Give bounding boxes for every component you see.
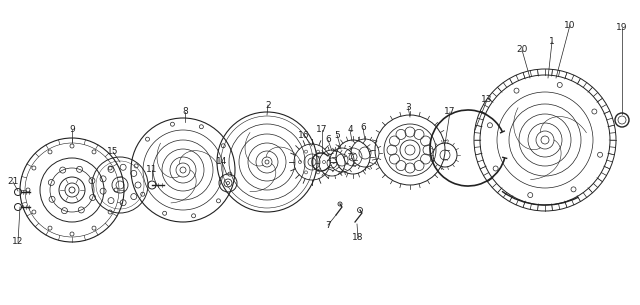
Text: 16: 16 [298, 131, 310, 139]
Text: 18: 18 [352, 234, 364, 242]
Text: 6: 6 [325, 135, 331, 145]
Text: 9: 9 [69, 125, 75, 135]
Text: 6: 6 [360, 124, 366, 132]
Text: 3: 3 [405, 102, 411, 112]
Text: 15: 15 [108, 148, 119, 156]
Text: 19: 19 [616, 23, 628, 33]
Text: 21: 21 [7, 178, 19, 186]
Text: 13: 13 [481, 95, 493, 105]
Text: 7: 7 [325, 221, 331, 229]
Text: 17: 17 [316, 125, 328, 135]
Text: 8: 8 [182, 107, 188, 117]
Text: 1: 1 [549, 38, 555, 46]
Text: 4: 4 [347, 125, 353, 135]
Text: 10: 10 [564, 20, 576, 30]
Text: 5: 5 [334, 131, 340, 139]
Text: 14: 14 [216, 157, 228, 167]
Text: 20: 20 [516, 45, 528, 55]
Text: 2: 2 [265, 101, 271, 109]
Text: 17: 17 [444, 107, 456, 117]
Text: 11: 11 [147, 166, 157, 174]
Text: 12: 12 [12, 238, 24, 246]
